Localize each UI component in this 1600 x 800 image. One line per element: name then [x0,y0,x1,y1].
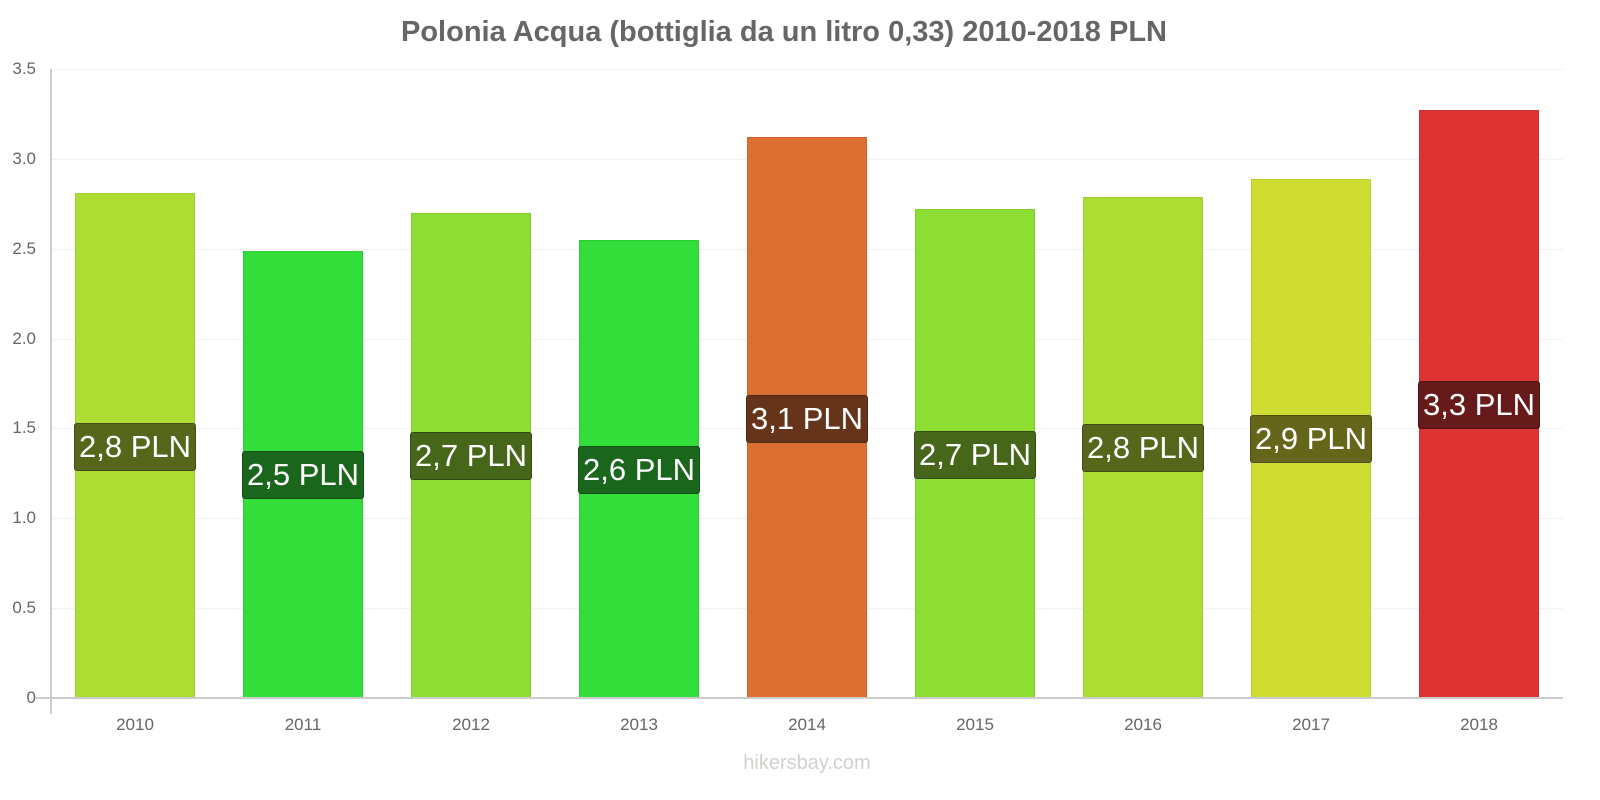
value-label: 2,8 PLN [1081,424,1205,473]
plot-area [51,69,1563,698]
y-tick-label: 2.5 [12,238,36,258]
x-tick-label: 2016 [1124,715,1162,734]
value-label: 2,8 PLN [73,422,197,471]
x-tick-label: 2018 [1460,715,1498,734]
y-tick-label: 0 [26,688,36,707]
x-tick-label: 2017 [1292,715,1330,734]
x-axis-line [36,697,1563,699]
value-label: 2,5 PLN [241,451,365,500]
value-label: 2,6 PLN [577,445,701,494]
chart-title: Polonia Acqua (bottiglia da un litro 0,3… [401,16,1167,48]
x-tick-label: 2014 [788,715,826,734]
value-label: 2,9 PLN [1249,415,1373,464]
gridline [51,69,1563,70]
x-tick-label: 2012 [452,715,490,734]
y-tick-label: 3.0 [12,148,36,168]
y-tick-label: 1.0 [12,508,36,528]
x-tick-label: 2013 [620,715,658,734]
y-tick-label: 3.5 [12,59,36,78]
x-tick-label: 2010 [116,715,154,734]
footer-watermark: hikersbay.com [743,752,871,774]
x-tick-label: 2015 [956,715,994,734]
value-label: 2,7 PLN [913,430,1037,479]
y-tick-label: 1.5 [12,418,36,438]
value-label: 3,1 PLN [745,394,869,443]
value-label: 3,3 PLN [1417,381,1541,430]
y-tick-label: 0.5 [12,598,36,618]
y-axis-line [50,69,52,714]
y-tick-label: 2.0 [12,328,36,348]
value-label: 2,7 PLN [409,432,533,481]
x-tick-label: 2011 [284,715,322,734]
